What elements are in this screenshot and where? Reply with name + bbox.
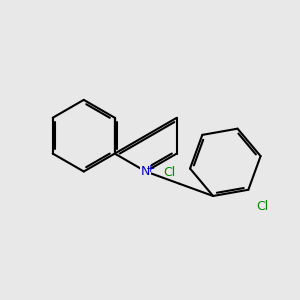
Text: +: +: [146, 164, 155, 174]
Text: Cl: Cl: [256, 200, 268, 213]
Text: Cl: Cl: [163, 166, 175, 179]
Text: N: N: [141, 165, 151, 178]
